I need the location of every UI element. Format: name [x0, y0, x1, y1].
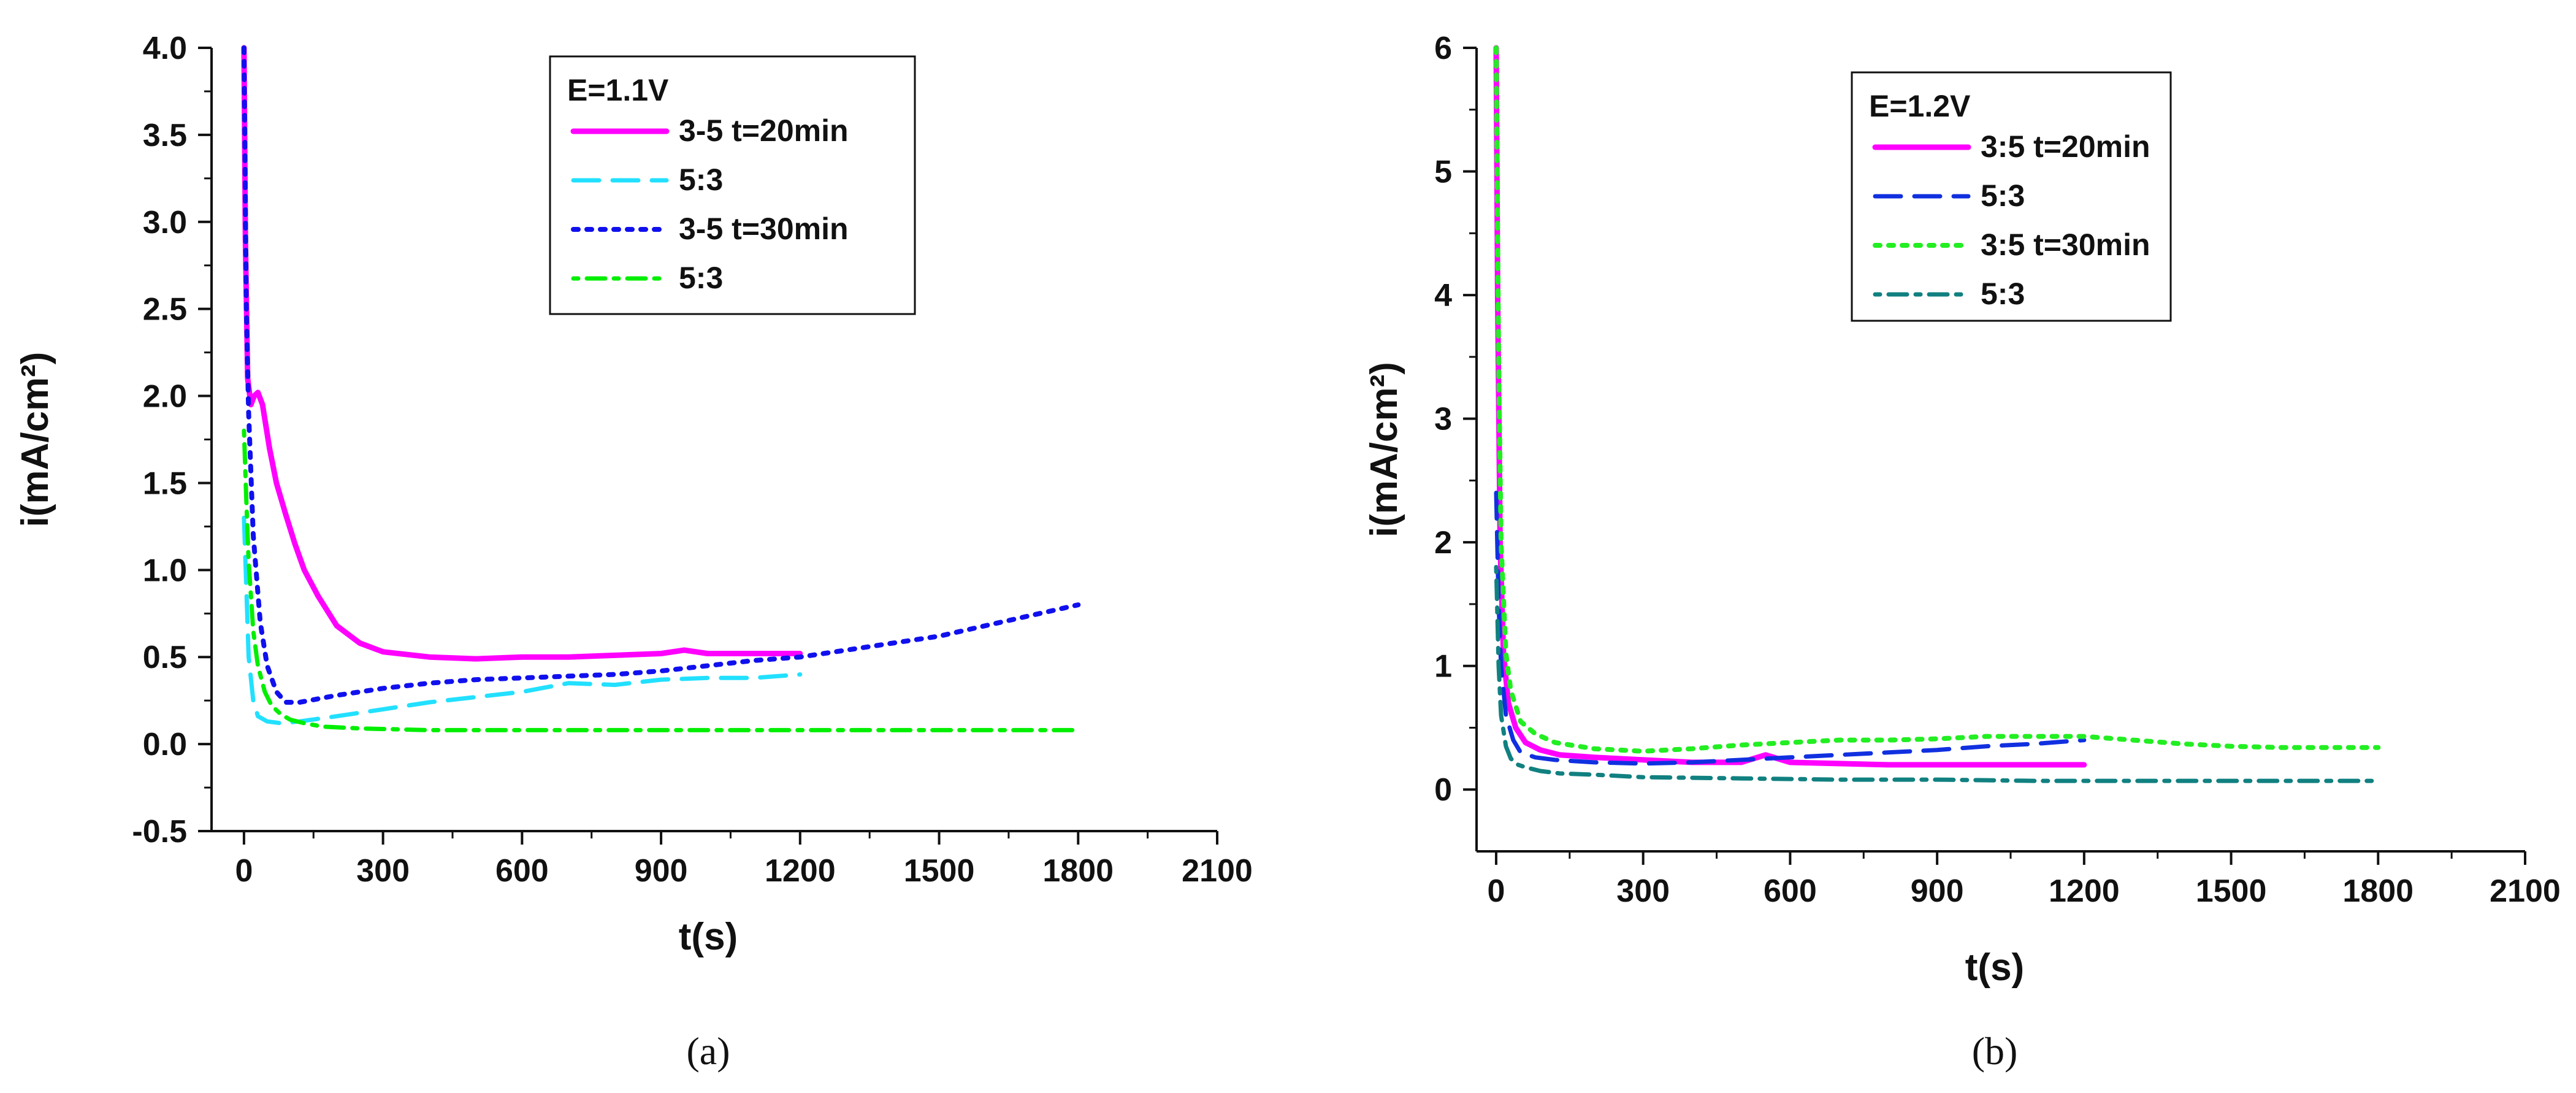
legend-entry: 5:3: [1981, 178, 2025, 213]
x-tick-label: 300: [1616, 873, 1670, 909]
legend-entry: 5:3: [679, 261, 723, 295]
legend-box: [1851, 71, 2172, 322]
y-tick-label: 2.5: [143, 292, 187, 328]
y-tick-label: 2.0: [143, 379, 187, 415]
y-axis-title: i(mA/cm²): [1363, 362, 1405, 537]
y-tick-label: 2: [1434, 525, 1452, 561]
x-tick-label: 1800: [2342, 873, 2414, 909]
y-tick-label: 3: [1434, 402, 1452, 437]
chart-panel-b: 0 300 600 900 1200 1500 1800 2100 0 1 2 3 4 5 6 t(s) i(m…: [1363, 31, 2561, 1073]
y-tick-label: 3.0: [143, 205, 187, 240]
series-group: [1493, 45, 2381, 783]
x-axis-title: t(s): [1965, 946, 2024, 989]
legend-entry: 3:5 t=20min: [1981, 129, 2150, 164]
y-tick-label: 0: [1434, 772, 1452, 808]
y-tick-label: 5: [1434, 155, 1452, 190]
y-tick-label: 4.0: [143, 31, 187, 66]
legend-title: E=1.2V: [1869, 89, 1971, 123]
x-tick-label: 1800: [1042, 853, 1114, 889]
y-tick-label: 4: [1434, 278, 1452, 313]
x-tick-label: 300: [356, 853, 410, 889]
x-tick-label: 900: [635, 853, 688, 889]
legend: E=1.1V 3-5 t=20min 5:3 3-5 t=30min 5:3: [549, 55, 916, 315]
x-tick-label: 1200: [765, 853, 836, 889]
legend-entry: 3-5 t=20min: [679, 113, 849, 148]
y-tick-label: -0.5: [132, 814, 187, 849]
panel-label: (b): [1972, 1029, 2018, 1073]
y-tick-label: 1: [1434, 649, 1452, 685]
y-tick-label: 0.5: [143, 640, 187, 675]
x-tick-label: 2100: [2490, 873, 2561, 909]
y-tick-label: 1.5: [143, 466, 187, 501]
legend-entry: 5:3: [1981, 277, 2025, 311]
x-tick-label: 600: [495, 853, 549, 889]
series-line-4: [242, 428, 1080, 732]
y-tick-label: 6: [1434, 31, 1452, 66]
x-axis-title: t(s): [679, 916, 738, 958]
y-tick-label: 1.0: [143, 553, 187, 588]
x-tick-label: 2100: [1182, 853, 1253, 889]
series-line-2: [1494, 491, 2087, 766]
x-tick-label: 1200: [2049, 873, 2120, 909]
x-tick-label: 1500: [904, 853, 975, 889]
legend-box: [549, 55, 916, 315]
x-tick-label: 600: [1764, 873, 1817, 909]
legend-entry: 3:5 t=30min: [1981, 228, 2150, 262]
panel-label: (a): [686, 1029, 730, 1073]
y-tick-label: 0.0: [143, 727, 187, 762]
x-tick-label: 0: [235, 853, 253, 889]
series-line-1: [1493, 45, 2087, 768]
x-tick-label: 1500: [2196, 873, 2267, 909]
x-tick-label: 0: [1488, 873, 1505, 909]
legend-entry: 3-5 t=30min: [679, 212, 849, 246]
y-tick-label: 3.5: [143, 118, 187, 153]
y-axis-title: i(mA/cm²): [14, 352, 56, 527]
series-line-1: [241, 45, 803, 662]
chart-panel-a: 0 300 600 900 1200 1500 1800 2100 -0.5 0.0 0.5 1.0 1…: [14, 31, 1253, 1073]
legend-entry: 5:3: [679, 163, 723, 197]
x-tick-label: 900: [1911, 873, 1964, 909]
series-line-3: [241, 45, 1081, 705]
series-line-2: [242, 515, 803, 726]
series-group: [241, 45, 1081, 732]
series-line-4: [1494, 565, 2380, 783]
legend-title: E=1.1V: [567, 73, 669, 107]
legend: E=1.2V 3:5 t=20min 5:3 3:5 t=30min 5:3: [1851, 71, 2172, 322]
